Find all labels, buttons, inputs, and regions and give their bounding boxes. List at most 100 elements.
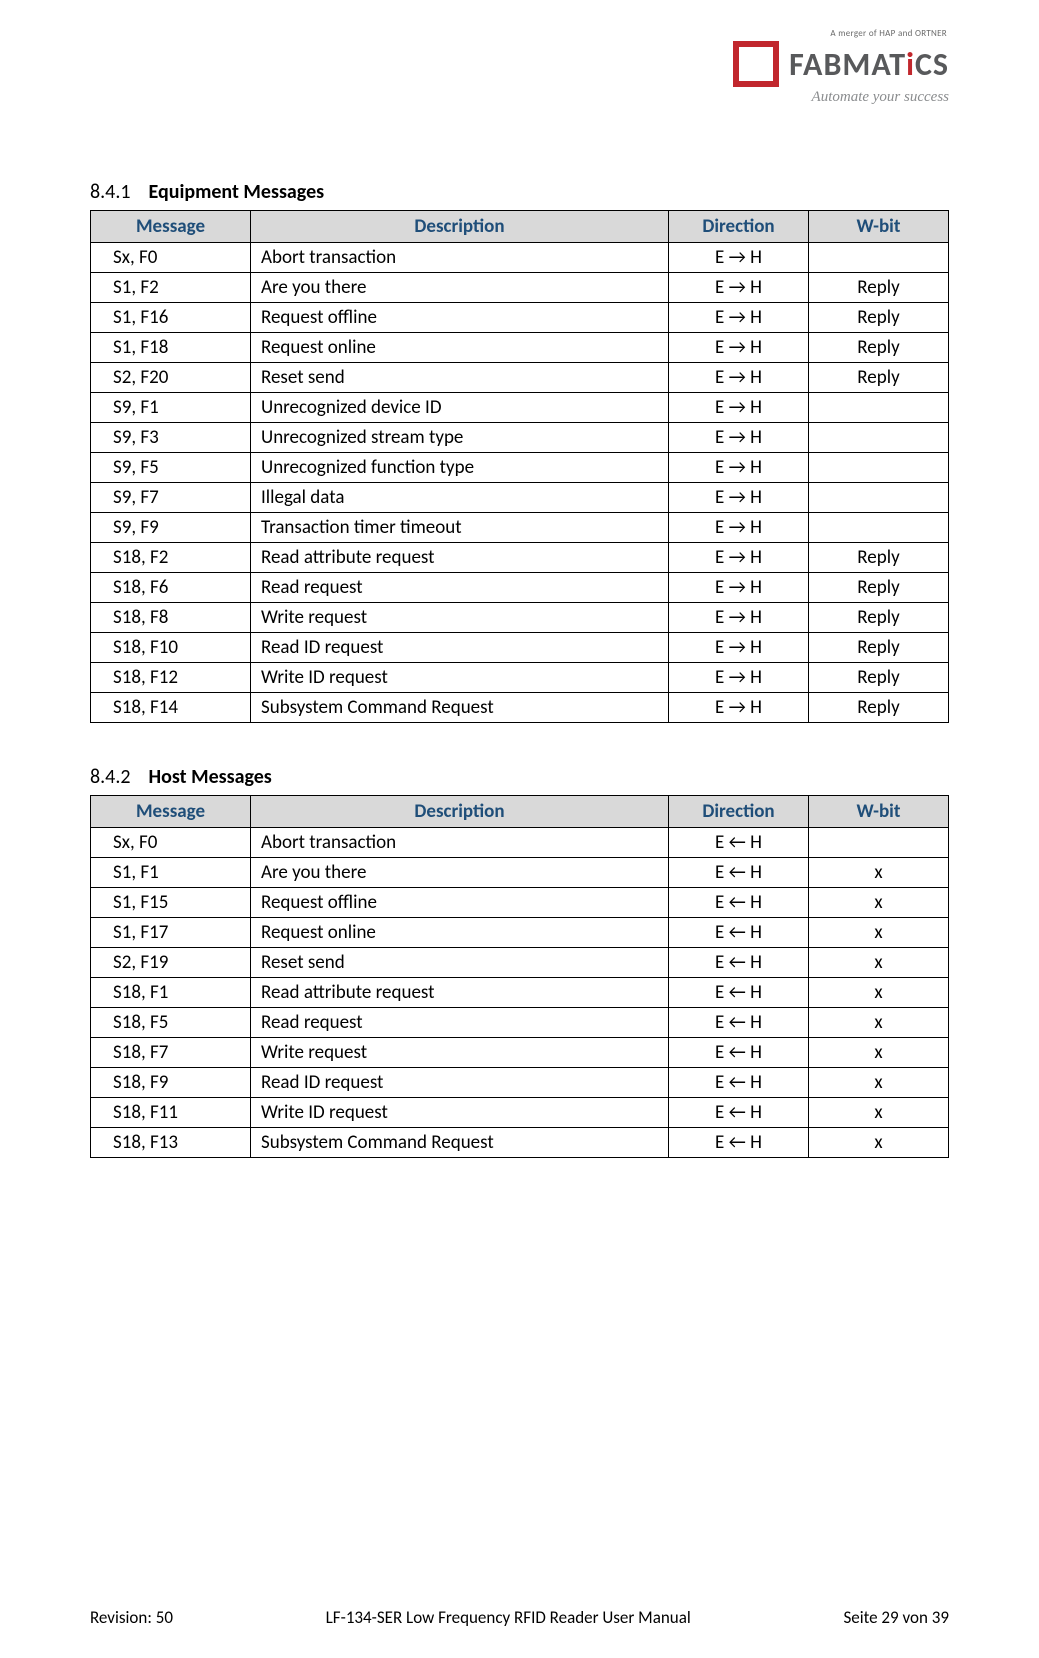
table-row: S18, F8Write requestE → HReply (91, 603, 949, 633)
brand-logo-block: A merger of HAP and ORTNER FABMATiCS Aut… (733, 28, 949, 106)
cell-description: Write ID request (251, 663, 669, 693)
footer-page-number: Seite 29 von 39 (843, 1607, 949, 1628)
col-description: Description (251, 796, 669, 828)
footer-doc-title: LF-134-SER Low Frequency RFID Reader Use… (326, 1607, 691, 1628)
cell-direction: E → H (669, 303, 809, 333)
section-title: Host Messages (149, 765, 272, 789)
cell-description: Read attribute request (251, 543, 669, 573)
cell-direction: E → H (669, 273, 809, 303)
logo-icon (733, 41, 779, 87)
equipment-messages-table: Message Description Direction W-bit Sx, … (90, 210, 949, 723)
cell-description: Are you there (251, 858, 669, 888)
cell-direction: E ← H (669, 1068, 809, 1098)
table-header-row: Message Description Direction W-bit (91, 211, 949, 243)
cell-wbit: x (809, 1128, 949, 1158)
cell-message: S18, F9 (91, 1068, 251, 1098)
cell-wbit: x (809, 1098, 949, 1128)
col-wbit: W-bit (809, 796, 949, 828)
cell-message: S18, F2 (91, 543, 251, 573)
cell-wbit: Reply (809, 573, 949, 603)
table-row: S1, F1Are you thereE ← Hx (91, 858, 949, 888)
cell-wbit: Reply (809, 693, 949, 723)
brand-i: i (906, 45, 915, 84)
cell-description: Abort transaction (251, 828, 669, 858)
section-heading-host: 8.4.2Host Messages (90, 765, 949, 789)
table-header-row: Message Description Direction W-bit (91, 796, 949, 828)
table-row: S1, F17Request onlineE ← Hx (91, 918, 949, 948)
table-row: S18, F11Write ID requestE ← Hx (91, 1098, 949, 1128)
cell-wbit: Reply (809, 273, 949, 303)
brand-suffix: CS (915, 45, 949, 84)
cell-direction: E → H (669, 603, 809, 633)
cell-wbit: x (809, 888, 949, 918)
cell-direction: E → H (669, 423, 809, 453)
cell-direction: E ← H (669, 1128, 809, 1158)
cell-description: Read ID request (251, 1068, 669, 1098)
cell-direction: E → H (669, 483, 809, 513)
cell-direction: E ← H (669, 978, 809, 1008)
cell-wbit: Reply (809, 633, 949, 663)
page-footer: Revision: 50 LF-134-SER Low Frequency RF… (90, 1607, 949, 1628)
cell-message: S18, F7 (91, 1038, 251, 1068)
cell-direction: E ← H (669, 828, 809, 858)
col-wbit: W-bit (809, 211, 949, 243)
cell-description: Unrecognized function type (251, 453, 669, 483)
cell-description: Transaction timer timeout (251, 513, 669, 543)
cell-description: Abort transaction (251, 243, 669, 273)
equipment-table-body: Sx, F0Abort transactionE → HS1, F2Are yo… (91, 243, 949, 723)
col-direction: Direction (669, 796, 809, 828)
table-row: S9, F7Illegal dataE → H (91, 483, 949, 513)
cell-description: Request offline (251, 888, 669, 918)
table-row: S18, F10Read ID requestE → HReply (91, 633, 949, 663)
cell-wbit: x (809, 1038, 949, 1068)
cell-direction: E → H (669, 573, 809, 603)
cell-wbit: Reply (809, 363, 949, 393)
table-row: S2, F19Reset sendE ← Hx (91, 948, 949, 978)
cell-message: S18, F1 (91, 978, 251, 1008)
cell-description: Read request (251, 1008, 669, 1038)
cell-message: S18, F10 (91, 633, 251, 663)
cell-message: S9, F3 (91, 423, 251, 453)
cell-description: Write request (251, 1038, 669, 1068)
table-row: Sx, F0Abort transactionE ← H (91, 828, 949, 858)
cell-direction: E → H (669, 363, 809, 393)
brand-name: FABMATiCS (789, 45, 949, 84)
table-row: S18, F2Read attribute requestE → HReply (91, 543, 949, 573)
brand-tagline: Automate your success (812, 89, 949, 106)
col-message: Message (91, 211, 251, 243)
cell-direction: E ← H (669, 1098, 809, 1128)
table-row: S9, F9Transaction timer timeoutE → H (91, 513, 949, 543)
cell-description: Write request (251, 603, 669, 633)
cell-wbit (809, 483, 949, 513)
cell-message: S9, F7 (91, 483, 251, 513)
cell-message: S1, F18 (91, 333, 251, 363)
cell-wbit: Reply (809, 663, 949, 693)
cell-wbit (809, 453, 949, 483)
cell-message: Sx, F0 (91, 243, 251, 273)
cell-wbit (809, 393, 949, 423)
merger-line: A merger of HAP and ORTNER (830, 28, 947, 39)
table-row: S18, F7Write requestE ← Hx (91, 1038, 949, 1068)
cell-wbit: x (809, 948, 949, 978)
cell-description: Request offline (251, 303, 669, 333)
cell-direction: E → H (669, 333, 809, 363)
cell-wbit: x (809, 1068, 949, 1098)
cell-direction: E → H (669, 633, 809, 663)
cell-message: S18, F6 (91, 573, 251, 603)
cell-message: S18, F8 (91, 603, 251, 633)
cell-description: Read ID request (251, 633, 669, 663)
table-row: S9, F1Unrecognized device IDE → H (91, 393, 949, 423)
logo-row: FABMATiCS (733, 41, 949, 87)
cell-message: S1, F17 (91, 918, 251, 948)
cell-description: Read request (251, 573, 669, 603)
cell-wbit: Reply (809, 303, 949, 333)
footer-revision: Revision: 50 (90, 1607, 173, 1628)
cell-wbit (809, 513, 949, 543)
cell-description: Illegal data (251, 483, 669, 513)
table-row: S2, F20Reset sendE → HReply (91, 363, 949, 393)
table-row: S18, F13Subsystem Command RequestE ← Hx (91, 1128, 949, 1158)
cell-wbit: x (809, 918, 949, 948)
cell-message: S18, F11 (91, 1098, 251, 1128)
cell-wbit: x (809, 858, 949, 888)
cell-message: S9, F9 (91, 513, 251, 543)
